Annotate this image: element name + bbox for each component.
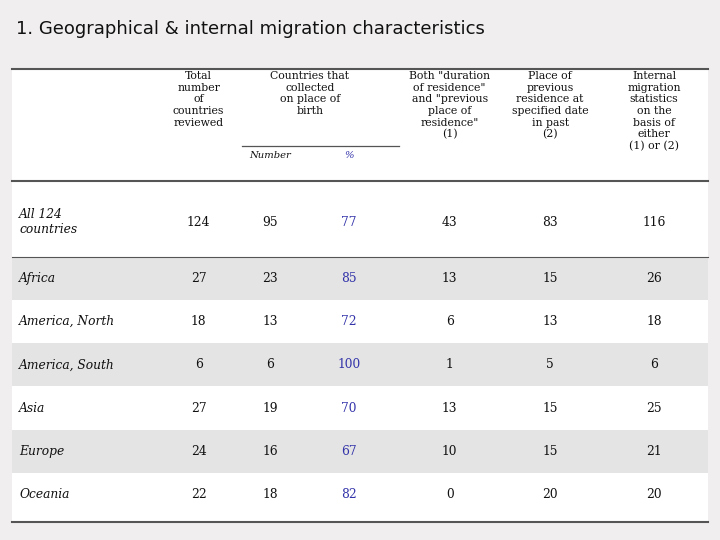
Text: Africa: Africa — [19, 272, 56, 285]
Bar — [12, 430, 708, 473]
Text: 1: 1 — [446, 359, 454, 372]
Text: 13: 13 — [542, 315, 558, 328]
Text: America, South: America, South — [19, 359, 115, 372]
Text: 6: 6 — [266, 359, 274, 372]
Text: 15: 15 — [542, 402, 558, 415]
Bar — [12, 257, 708, 300]
Text: 20: 20 — [542, 488, 558, 501]
Text: 13: 13 — [263, 315, 278, 328]
Text: Countries that
collected
on place of
birth: Countries that collected on place of bir… — [270, 71, 349, 116]
Text: 124: 124 — [187, 216, 210, 229]
Text: Number: Number — [249, 151, 291, 160]
Text: 95: 95 — [263, 216, 278, 229]
Text: 116: 116 — [642, 216, 666, 229]
Bar — [12, 343, 708, 387]
Text: 82: 82 — [341, 488, 357, 501]
Text: All 124
countries: All 124 countries — [19, 208, 78, 237]
Text: 43: 43 — [442, 216, 457, 229]
Text: 23: 23 — [263, 272, 278, 285]
Text: 18: 18 — [263, 488, 278, 501]
Text: 20: 20 — [647, 488, 662, 501]
Text: Oceania: Oceania — [19, 488, 70, 501]
Text: 67: 67 — [341, 445, 357, 458]
Text: 70: 70 — [341, 402, 357, 415]
Text: 83: 83 — [542, 216, 558, 229]
Text: America, North: America, North — [19, 315, 115, 328]
Text: 27: 27 — [191, 402, 207, 415]
Text: 21: 21 — [647, 445, 662, 458]
Text: Total
number
of
countries
reviewed: Total number of countries reviewed — [173, 71, 225, 127]
Text: 18: 18 — [647, 315, 662, 328]
Text: 24: 24 — [191, 445, 207, 458]
Text: 26: 26 — [646, 272, 662, 285]
Text: Both "duration
of residence"
and "previous
place of
residence"
(1): Both "duration of residence" and "previo… — [409, 71, 490, 140]
Text: 25: 25 — [647, 402, 662, 415]
Text: Place of
previous
residence at
specified date
in past
(2): Place of previous residence at specified… — [512, 71, 588, 140]
Text: Europe: Europe — [19, 445, 65, 458]
Text: 18: 18 — [191, 315, 207, 328]
Text: 10: 10 — [442, 445, 457, 458]
Text: 77: 77 — [341, 216, 357, 229]
Text: 19: 19 — [263, 402, 278, 415]
Text: 0: 0 — [446, 488, 454, 501]
Text: 22: 22 — [191, 488, 207, 501]
Text: %: % — [344, 151, 354, 160]
Text: 15: 15 — [542, 445, 558, 458]
Text: 13: 13 — [442, 272, 457, 285]
Text: 13: 13 — [442, 402, 457, 415]
Text: 1. Geographical & internal migration characteristics: 1. Geographical & internal migration cha… — [16, 20, 485, 38]
Text: 16: 16 — [263, 445, 278, 458]
Text: 72: 72 — [341, 315, 357, 328]
Text: 5: 5 — [546, 359, 554, 372]
Text: Asia: Asia — [19, 402, 45, 415]
Text: 100: 100 — [338, 359, 361, 372]
Bar — [12, 69, 708, 523]
Text: 15: 15 — [542, 272, 558, 285]
Text: 6: 6 — [194, 359, 202, 372]
Text: Internal
migration
statistics
on the
basis of
either
(1) or (2): Internal migration statistics on the bas… — [627, 71, 681, 151]
Text: 27: 27 — [191, 272, 207, 285]
Text: 6: 6 — [446, 315, 454, 328]
Text: 85: 85 — [341, 272, 357, 285]
Text: 6: 6 — [650, 359, 658, 372]
